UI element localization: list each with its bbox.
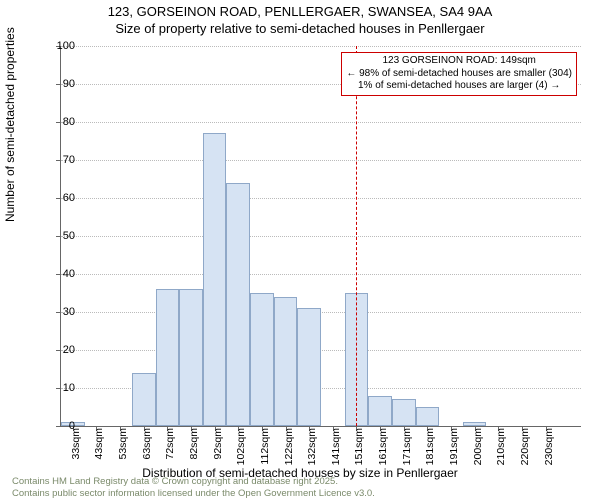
xtick-label: 112sqm	[259, 428, 271, 465]
gridline	[61, 274, 581, 275]
xtick-label: 102sqm	[235, 428, 247, 465]
xtick-label: 161sqm	[377, 428, 389, 465]
histogram-bar	[226, 183, 250, 426]
xtick-label: 200sqm	[472, 428, 484, 465]
xtick-label: 151sqm	[353, 428, 365, 465]
ytick-label: 20	[45, 344, 75, 356]
histogram-chart: 33sqm43sqm53sqm63sqm72sqm82sqm92sqm102sq…	[60, 46, 581, 427]
xtick-label: 141sqm	[330, 428, 342, 465]
histogram-bar	[392, 399, 416, 426]
xtick-label: 230sqm	[543, 428, 555, 465]
annotation-line3: 1% of semi-detached houses are larger (4…	[346, 80, 572, 93]
ytick-label: 90	[45, 78, 75, 90]
attribution-footer: Contains HM Land Registry data © Crown c…	[12, 476, 375, 500]
xtick-label: 43sqm	[93, 428, 105, 460]
ytick-label: 100	[45, 40, 75, 52]
annotation-line2: ← 98% of semi-detached houses are smalle…	[346, 68, 572, 81]
xtick-label: 33sqm	[70, 428, 82, 460]
ytick-label: 60	[45, 192, 75, 204]
histogram-bar	[274, 297, 298, 426]
y-axis-title: Number of semi-detached properties	[3, 27, 17, 222]
histogram-bar	[203, 133, 227, 426]
histogram-bar	[132, 373, 156, 426]
ytick-label: 10	[45, 382, 75, 394]
ytick-label: 40	[45, 268, 75, 280]
xtick-label: 92sqm	[212, 428, 224, 460]
histogram-bar	[179, 289, 203, 426]
gridline	[61, 312, 581, 313]
ytick-label: 70	[45, 154, 75, 166]
gridline	[61, 198, 581, 199]
xtick-label: 191sqm	[448, 428, 460, 465]
page-title-line1: 123, GORSEINON ROAD, PENLLERGAER, SWANSE…	[0, 4, 600, 21]
xtick-label: 122sqm	[283, 428, 295, 465]
histogram-bar	[368, 396, 392, 426]
footer-line2: Contains public sector information licen…	[12, 488, 375, 500]
ytick-label: 50	[45, 230, 75, 242]
ytick-label: 0	[45, 420, 75, 432]
annotation-box: 123 GORSEINON ROAD: 149sqm ← 98% of semi…	[341, 52, 577, 96]
annotation-line1: 123 GORSEINON ROAD: 149sqm	[346, 55, 572, 68]
ytick-label: 80	[45, 116, 75, 128]
xtick-label: 63sqm	[141, 428, 153, 460]
xtick-label: 210sqm	[495, 428, 507, 465]
xtick-label: 171sqm	[401, 428, 413, 465]
xtick-label: 220sqm	[519, 428, 531, 465]
xtick-label: 53sqm	[117, 428, 129, 460]
gridline	[61, 236, 581, 237]
gridline	[61, 160, 581, 161]
histogram-bar	[416, 407, 440, 426]
xtick-label: 181sqm	[424, 428, 436, 465]
xtick-label: 72sqm	[164, 428, 176, 460]
gridline	[61, 46, 581, 47]
gridline	[61, 122, 581, 123]
gridline	[61, 350, 581, 351]
property-marker-line	[356, 46, 357, 426]
xtick-label: 132sqm	[306, 428, 318, 465]
ytick-label: 30	[45, 306, 75, 318]
footer-line1: Contains HM Land Registry data © Crown c…	[12, 476, 375, 488]
histogram-bar	[297, 308, 321, 426]
histogram-bar	[156, 289, 180, 426]
histogram-bar	[250, 293, 274, 426]
page-title-line2: Size of property relative to semi-detach…	[0, 21, 600, 38]
xtick-label: 82sqm	[188, 428, 200, 460]
